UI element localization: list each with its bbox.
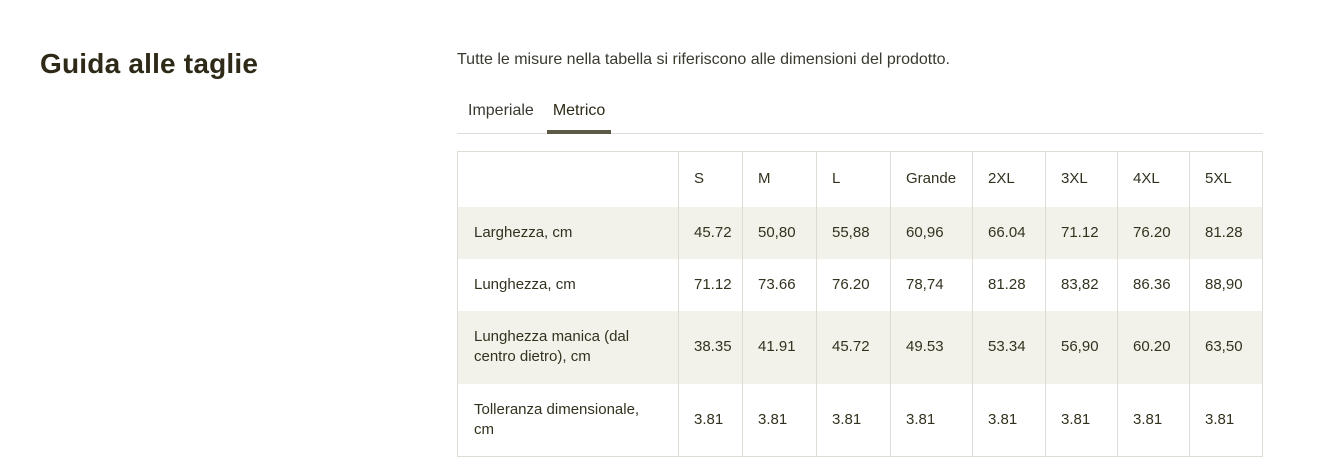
value-cell: 45.72 — [678, 206, 743, 259]
value-cell: 41.91 — [742, 311, 817, 384]
header-cell-3xl: 3XL — [1045, 151, 1118, 207]
value-cell: 60,96 — [890, 206, 973, 259]
value-cell: 71.12 — [678, 258, 743, 312]
value-cell: 50,80 — [742, 206, 817, 259]
value-cell: 3.81 — [890, 383, 973, 457]
value-cell: 45.72 — [816, 311, 891, 384]
size-guide-description: Tutte le misure nella tabella si riferis… — [457, 51, 950, 68]
value-cell: 53.34 — [972, 311, 1046, 384]
value-cell: 38.35 — [678, 311, 743, 384]
table-row: Larghezza, cm 45.72 50,80 55,88 60,96 66… — [457, 206, 1263, 259]
value-cell: 3.81 — [816, 383, 891, 457]
unit-tabs: Imperiale Metrico — [457, 102, 1263, 135]
value-cell: 76.20 — [1117, 206, 1190, 259]
value-cell: 88,90 — [1189, 258, 1263, 312]
page-title: Guida alle taglie — [40, 48, 259, 79]
header-cell-4xl: 4XL — [1117, 151, 1190, 207]
value-cell: 3.81 — [1117, 383, 1190, 457]
value-cell: 73.66 — [742, 258, 817, 312]
value-cell: 71.12 — [1045, 206, 1118, 259]
value-cell: 55,88 — [816, 206, 891, 259]
size-guide-content: Tutte le misure nella tabella si riferis… — [457, 50, 1263, 458]
row-label: Lunghezza, cm — [474, 275, 576, 293]
header-cell-s: S — [678, 151, 743, 207]
value-cell: 78,74 — [890, 258, 973, 312]
table-row: Lunghezza manica (dal centro dietro), cm… — [457, 311, 1263, 384]
value-cell: 83,82 — [1045, 258, 1118, 312]
value-cell: 56,90 — [1045, 311, 1118, 384]
size-table: S M L Grande 2XL 3XL 4XL 5XL Larghezza, … — [457, 151, 1263, 458]
row-label: Larghezza, cm — [474, 223, 573, 241]
header-cell-m: M — [742, 151, 817, 207]
value-cell: 3.81 — [678, 383, 743, 457]
header-cell-empty — [458, 152, 679, 207]
value-cell: 60.20 — [1117, 311, 1190, 384]
value-cell: 63,50 — [1189, 311, 1263, 384]
header-cell-2xl: 2XL — [972, 151, 1046, 207]
value-cell: 86.36 — [1117, 258, 1190, 312]
value-cell: 66.04 — [972, 206, 1046, 259]
value-cell: 49.53 — [890, 311, 973, 384]
tab-imperiale[interactable]: Imperiale — [468, 102, 534, 120]
value-cell: 3.81 — [972, 383, 1046, 457]
header-cell-grande: Grande — [890, 151, 973, 207]
value-cell: 76.20 — [816, 258, 891, 312]
row-label: Tolleranza dimensionale, cm — [474, 400, 640, 438]
header-cell-5xl: 5XL — [1189, 151, 1263, 207]
value-cell: 3.81 — [1189, 383, 1263, 457]
value-cell: 81.28 — [1189, 206, 1263, 259]
table-row: Lunghezza, cm 71.12 73.66 76.20 78,74 81… — [458, 258, 1263, 312]
value-cell: 3.81 — [1045, 383, 1118, 457]
tab-metrico[interactable]: Metrico — [546, 102, 612, 135]
header-cell-l: L — [816, 151, 891, 207]
value-cell: 81.28 — [972, 258, 1046, 312]
value-cell: 3.81 — [742, 383, 817, 457]
row-label: Lunghezza manica (dal centro dietro), cm — [474, 328, 630, 366]
table-header-row: S M L Grande 2XL 3XL 4XL 5XL — [458, 151, 1263, 207]
table-row: Tolleranza dimensionale, cm 3.81 3.81 3.… — [458, 383, 1263, 457]
